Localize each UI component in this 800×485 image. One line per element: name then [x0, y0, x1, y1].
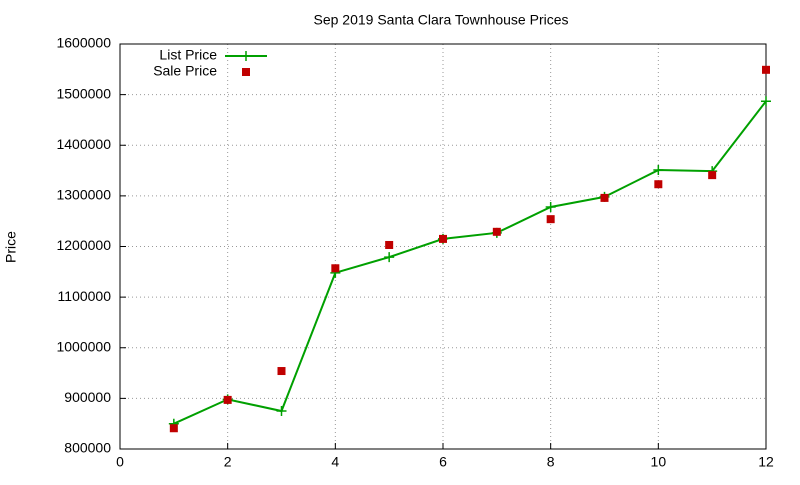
legend-label: List Price — [159, 47, 217, 63]
point — [762, 65, 770, 74]
point — [223, 395, 232, 404]
point — [546, 215, 555, 224]
x-tick-label: 0 — [116, 454, 124, 470]
point — [331, 264, 340, 273]
y-tick-label: 1100000 — [58, 288, 112, 304]
y-tick-label: 900000 — [64, 389, 111, 405]
point — [545, 202, 556, 213]
x-tick-label: 12 — [758, 454, 774, 470]
y-tick-label: 800000 — [64, 440, 111, 456]
point — [276, 406, 287, 417]
y-axis-label: Price — [3, 231, 19, 263]
point — [277, 367, 286, 376]
x-tick-label: 6 — [439, 454, 447, 470]
point — [385, 240, 394, 249]
point — [654, 180, 663, 189]
point — [708, 171, 717, 180]
point — [653, 165, 664, 176]
x-tick-label: 10 — [651, 454, 667, 470]
legend-marker — [241, 51, 251, 61]
point — [492, 227, 501, 236]
chart-title: Sep 2019 Santa Clara Townhouse Prices — [313, 12, 568, 28]
point — [169, 424, 178, 433]
point — [384, 252, 395, 263]
x-tick-label: 2 — [224, 454, 232, 470]
y-tick-label: 1000000 — [56, 338, 111, 354]
plot-frame — [119, 43, 767, 450]
y-tick-label: 1300000 — [56, 187, 111, 203]
series-line — [173, 100, 767, 425]
point — [761, 96, 771, 107]
y-tick-label: 1500000 — [56, 85, 111, 101]
point — [439, 234, 447, 243]
x-tick-label: 8 — [547, 454, 555, 470]
point — [600, 193, 609, 202]
legend-label: Sale Price — [153, 63, 217, 79]
x-tick-label: 4 — [331, 454, 339, 470]
y-tick-label: 1200000 — [56, 237, 111, 253]
legend-marker — [242, 68, 250, 76]
y-tick-label: 1600000 — [56, 35, 111, 51]
y-tick-label: 1400000 — [56, 136, 111, 152]
